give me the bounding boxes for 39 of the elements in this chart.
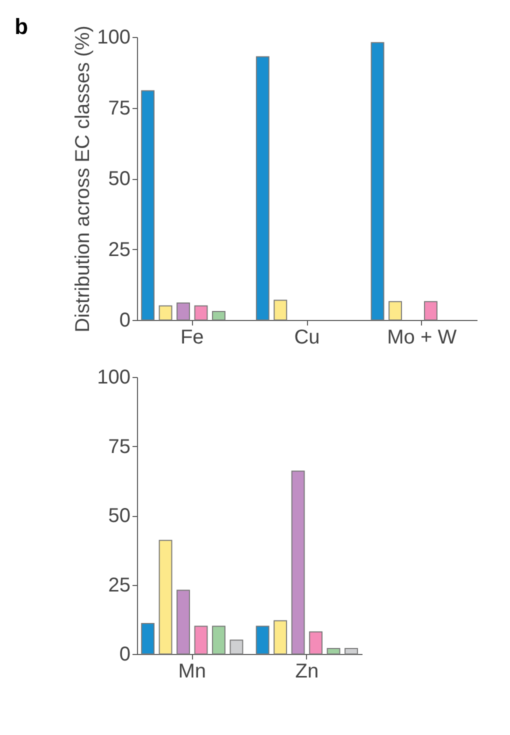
bar <box>176 302 190 320</box>
bar <box>141 90 155 320</box>
y-tick-label: 50 <box>108 168 130 190</box>
x-tick-label: Mn <box>178 660 206 682</box>
bar <box>388 301 402 320</box>
y-tick-label: 0 <box>119 644 130 666</box>
y-axis-title: Distribution across EC classes (%) <box>72 26 94 332</box>
chart-title: b <box>14 14 28 40</box>
y-tick-label: 100 <box>97 26 130 48</box>
y-tick-label: 25 <box>108 238 130 261</box>
bar <box>194 626 208 654</box>
y-tick-label: 75 <box>108 97 130 120</box>
y-tick-label: 0 <box>119 310 130 332</box>
bar <box>230 640 244 654</box>
bar <box>326 648 340 654</box>
bar <box>274 300 288 320</box>
y-tick-label: 100 <box>97 366 130 388</box>
x-tick-label: Zn <box>295 660 319 682</box>
x-tick-label: Cu <box>294 326 320 348</box>
bar <box>344 648 358 654</box>
bar <box>212 311 226 320</box>
bar <box>141 623 155 654</box>
x-tick-label: Fe <box>180 326 204 348</box>
bar <box>176 590 190 654</box>
y-tick-label: 50 <box>108 505 130 527</box>
bar <box>256 626 270 654</box>
bar <box>274 620 288 654</box>
bar <box>256 56 270 320</box>
y-tick-label: 25 <box>108 574 130 596</box>
bar <box>212 626 226 654</box>
bar <box>424 301 438 320</box>
x-tick-label: Mo + W <box>387 326 457 348</box>
bar <box>158 540 172 654</box>
bar <box>194 305 208 320</box>
bar <box>291 470 305 654</box>
bar <box>309 631 322 654</box>
y-tick-label: 75 <box>108 436 130 458</box>
bar <box>158 305 172 320</box>
bar <box>370 42 384 320</box>
